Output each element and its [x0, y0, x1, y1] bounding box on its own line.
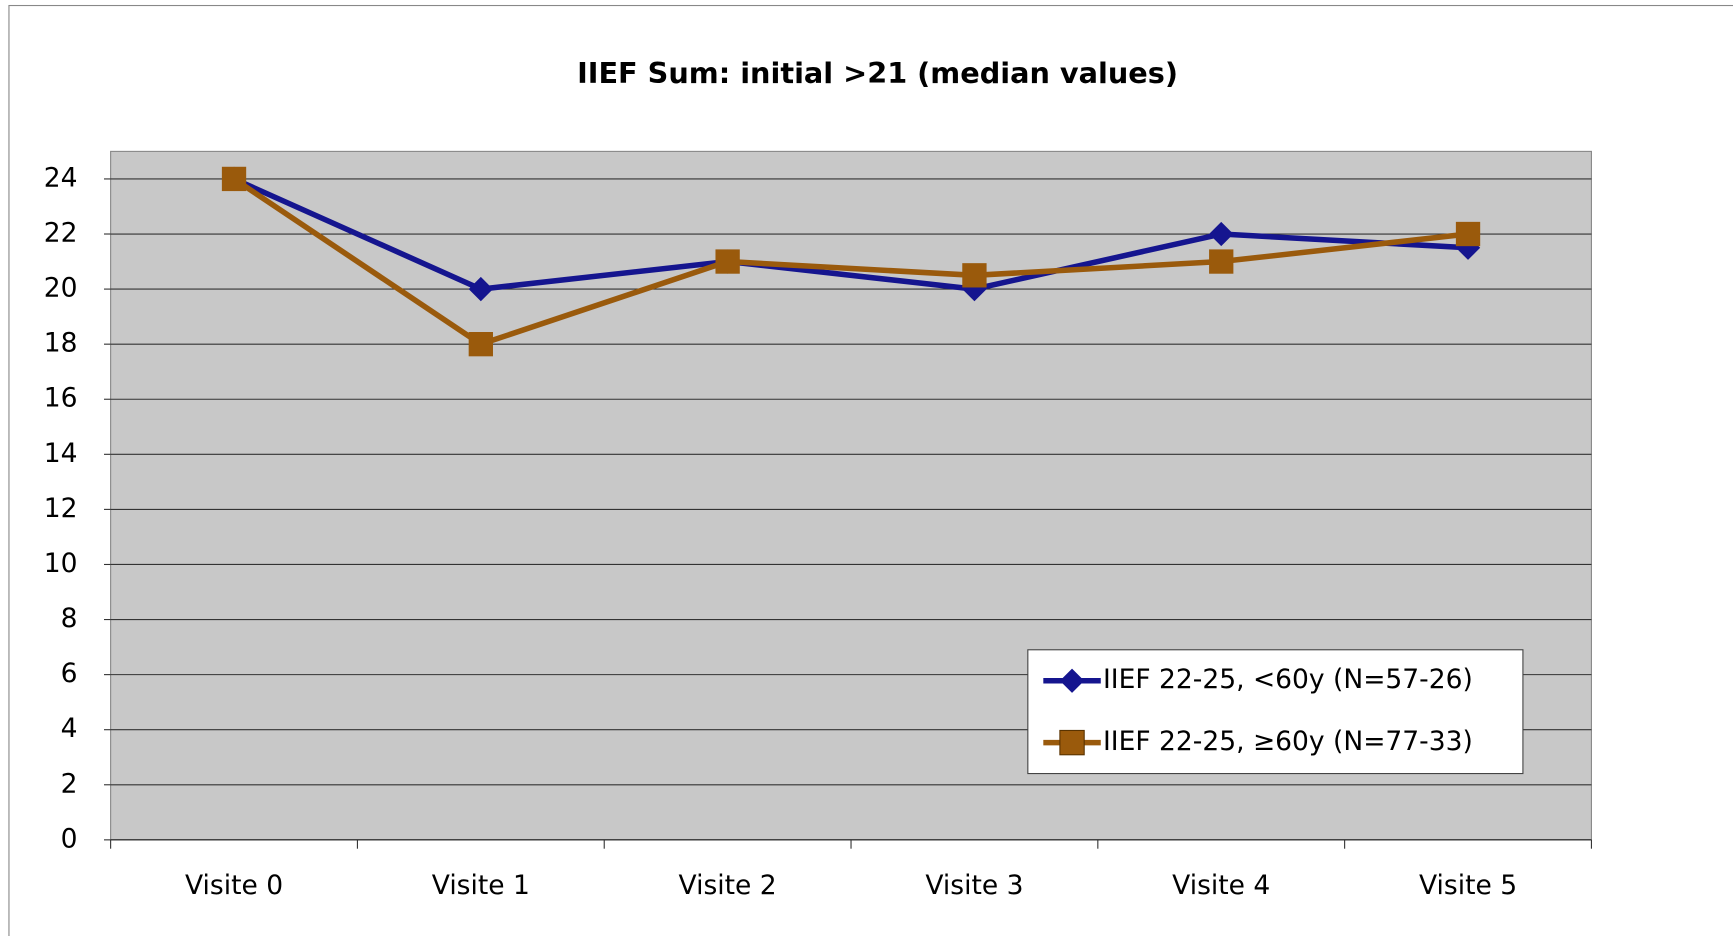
data-point — [1455, 221, 1481, 247]
x-tick-label: Visite 2 — [679, 870, 777, 901]
legend: IIEF 22-25, <60y (N=57-26) IIEF 22-25, ≥6… — [1027, 649, 1524, 775]
y-tick-label: 6 — [61, 658, 78, 689]
data-point — [1209, 249, 1234, 274]
data-point — [468, 276, 493, 302]
y-tick-label: 20 — [44, 273, 78, 304]
y-tick-label: 2 — [61, 768, 78, 799]
y-tick-label: 4 — [61, 713, 78, 744]
legend-label: IIEF 22-25, <60y (N=57-26) — [1103, 664, 1473, 695]
y-tick-label: 10 — [44, 548, 78, 579]
y-tick-label: 12 — [44, 493, 78, 524]
data-point — [962, 263, 987, 288]
x-tick-label: Visite 4 — [1172, 870, 1270, 901]
x-tick-label: Visite 5 — [1419, 870, 1517, 901]
y-tick-label: 0 — [61, 823, 78, 854]
y-tick-label: 18 — [44, 328, 78, 359]
series-line — [232, 176, 1469, 347]
y-tick-label: 24 — [44, 162, 78, 193]
data-point — [468, 332, 493, 357]
legend-marker — [1059, 729, 1085, 756]
x-tick-label: Visite 3 — [925, 870, 1023, 901]
legend-label: IIEF 22-25, ≥60y (N=77-33) — [1103, 726, 1473, 757]
y-tick-label: 14 — [44, 438, 78, 469]
x-tick-label: Visite 1 — [432, 870, 530, 901]
data-point — [715, 249, 740, 274]
legend-box — [1027, 649, 1524, 775]
data-point — [221, 166, 247, 192]
y-tick-label: 16 — [44, 383, 78, 414]
series-line — [232, 176, 1469, 292]
chart-title: IIEF Sum: initial >21 (median values) — [577, 56, 1178, 90]
x-tick-label: Visite 0 — [185, 870, 283, 901]
y-tick-label: 22 — [44, 218, 78, 249]
y-tick-label: 8 — [61, 603, 78, 634]
